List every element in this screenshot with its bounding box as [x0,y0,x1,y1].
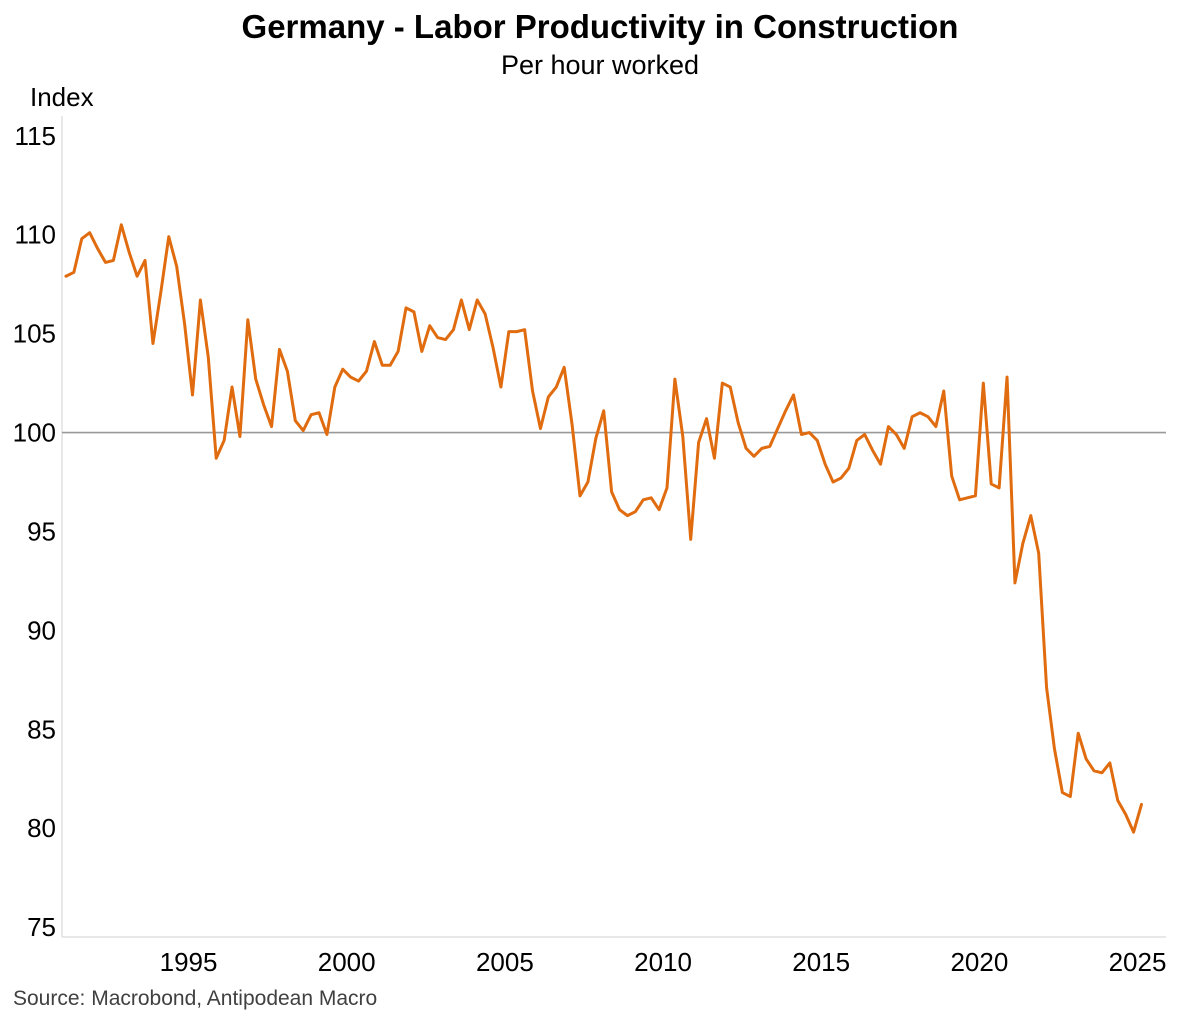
y-tick-label: 115 [15,121,56,151]
data-points [65,224,1142,833]
y-tick-label: 100 [13,418,56,448]
y-tick-label: 105 [13,319,56,349]
y-tick-label: 95 [27,516,56,546]
x-tick-label: 2025 [1109,947,1167,977]
y-tick-labels: 115 110 105 100 95 90 85 80 75 [13,121,56,942]
plot-area: 115 110 105 100 95 90 85 80 75 1995 2000 2005 2010 2… [13,116,1167,977]
series-line-labor-productivity [64,223,1143,834]
chart-subtitle: Per hour worked [501,50,699,80]
y-tick-label: 75 [27,912,56,942]
y-tick-label: 80 [27,813,56,843]
x-tick-label: 2010 [634,947,692,977]
chart-title: Germany - Labor Productivity in Construc… [242,8,959,45]
x-tick-label: 2020 [950,947,1008,977]
x-tick-labels: 1995 2000 2005 2010 2015 2020 2025 [160,947,1167,977]
y-tick-label: 110 [15,220,56,250]
x-tick-label: 1995 [160,947,218,977]
y-tick-label: 90 [27,615,56,645]
source-note: Source: Macrobond, Antipodean Macro [13,987,377,1010]
x-tick-label: 2005 [476,947,534,977]
x-tick-label: 2015 [792,947,850,977]
x-tick-label: 2000 [318,947,376,977]
y-axis-label: Index [30,82,94,112]
y-tick-label: 85 [27,714,56,744]
